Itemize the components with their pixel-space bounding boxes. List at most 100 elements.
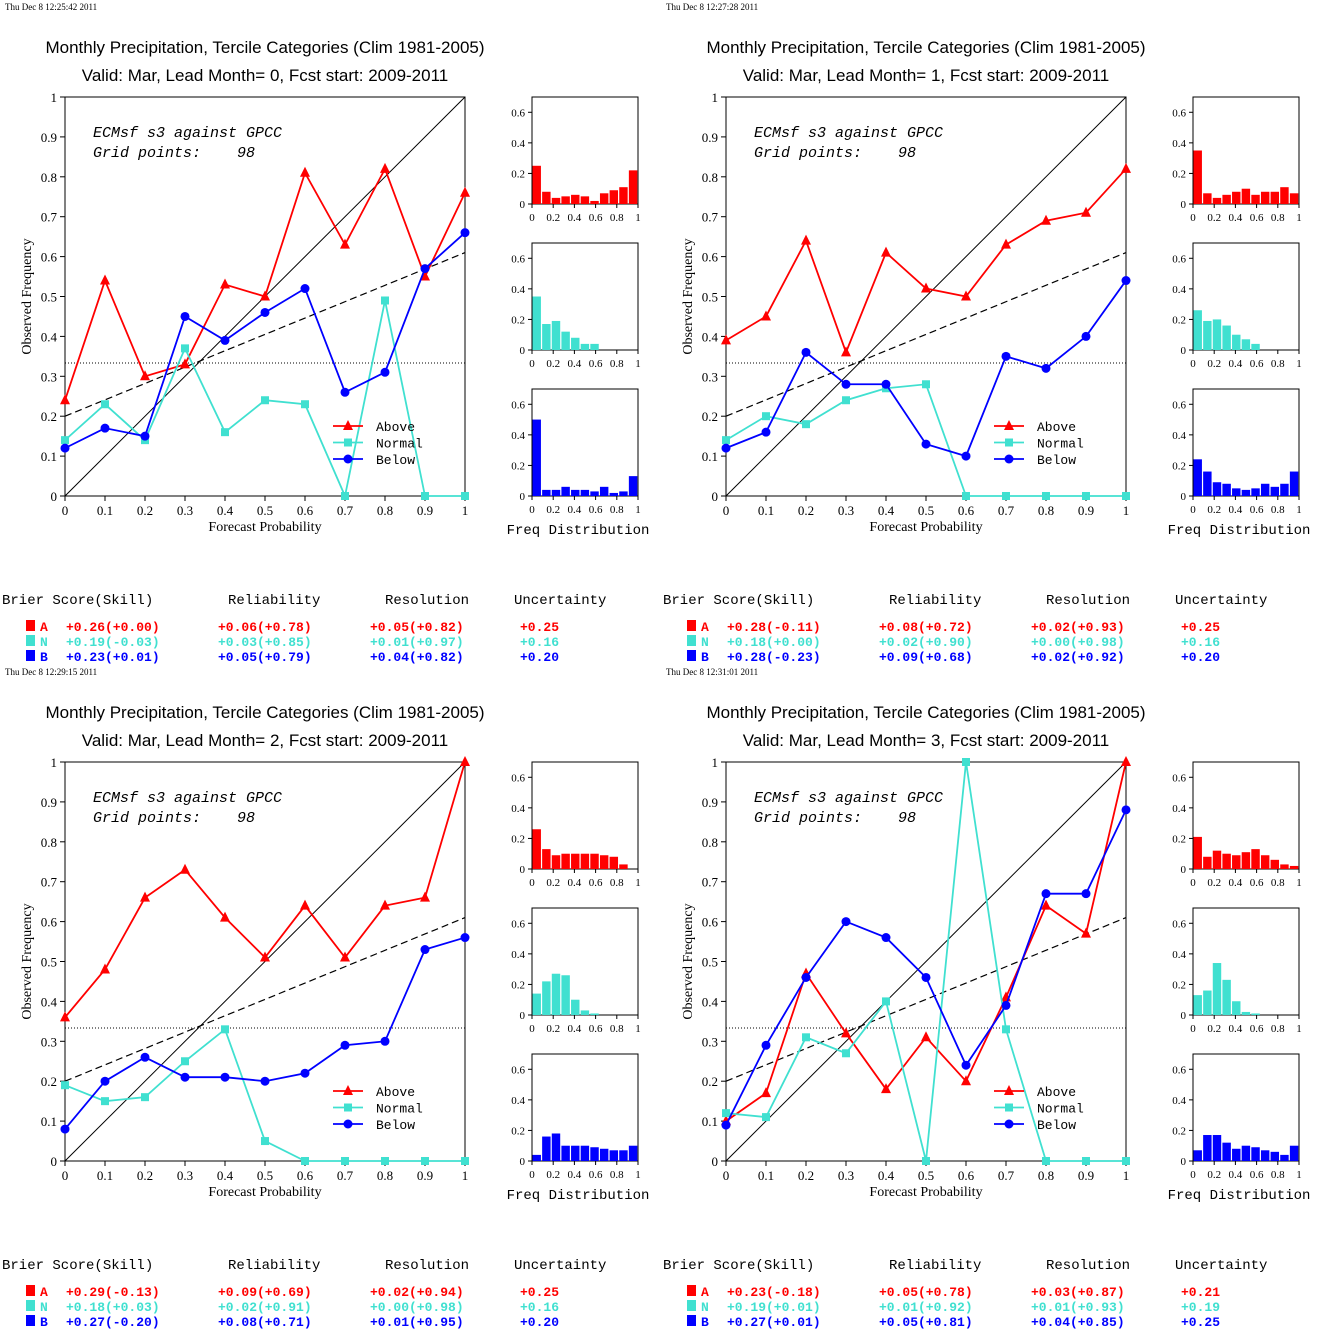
point-below [801,347,811,357]
x-axis-label: Forecast Probability [208,1185,321,1200]
x-tick-label: 0.7 [337,1168,354,1183]
timestamp: Thu Dec 8 12:27:28 2011 [666,2,758,12]
legend-marker [1005,1103,1013,1112]
hist-x-label: 0.6 [1250,1169,1264,1181]
hist-x-label: 0.4 [1229,212,1243,224]
point-above [300,166,310,177]
point-normal [221,428,229,437]
x-tick-label: 0.7 [337,503,354,518]
legend-marker [1004,1085,1014,1095]
hist-bar-B [1280,1154,1289,1161]
legend-label: Above [376,420,415,435]
hist-bar-A [1212,197,1222,204]
y-tick-label: 0.9 [41,130,57,145]
table-header: Resolution [1046,593,1130,609]
y-tick-label: 0.5 [702,955,718,970]
score-cell: +0.01(+0.93) [1031,1300,1125,1315]
table-header: Resolution [1046,1258,1130,1274]
hist-x-label: 0.4 [1229,358,1243,370]
point-normal [221,1025,229,1034]
hist-x-label: 0.4 [568,358,582,370]
x-tick-label: 0 [62,1168,69,1183]
point-below [340,1040,350,1050]
point-normal [762,1113,770,1122]
point-normal [1122,1157,1130,1165]
hist-y-label: 0.2 [1172,168,1186,180]
y-tick-label: 0.3 [702,1034,718,1049]
row-letter: A [40,620,48,635]
score-cell: +0.23(-0.18) [727,1285,821,1300]
hist-bar-B [580,1145,590,1161]
point-below [140,1052,150,1062]
hist-y-label: 0.2 [1172,314,1186,326]
hist-y-label: 0.2 [511,833,525,845]
hist-bar-A [1193,836,1202,869]
hist-bar-B [1241,489,1251,496]
hist-bar-A [542,191,551,204]
point-below [761,1040,771,1050]
x-tick-label: 0.8 [377,503,393,518]
score-cell: +0.05(+0.82) [370,620,464,635]
hist-bar-B [1260,1150,1270,1161]
hist-bar-A [609,190,619,204]
point-above [1121,162,1131,173]
hist-y-label: 0.6 [511,772,525,784]
y-tick-label: 0.1 [702,449,718,464]
hist-y-label: 0.4 [1172,949,1186,961]
hist-bar-B [1222,483,1231,496]
hist-x-label: 0 [1190,877,1196,889]
y-tick-label: 0.2 [41,409,57,424]
hist-x-label: 0.4 [1229,877,1243,889]
point-normal [1002,1025,1010,1034]
point-normal [842,396,850,405]
hist-x-label: 0.8 [610,877,624,889]
hist-bar-N [1232,1001,1241,1015]
x-tick-label: 0.5 [918,503,934,518]
hist-x-label: 1 [1296,358,1302,370]
point-normal [722,1109,730,1118]
y-tick-label: 0.6 [702,250,719,265]
hist-bar-B [1193,1150,1202,1161]
hist-y-label: 0.4 [511,430,525,442]
point-above [340,951,350,962]
chart-subtitle: Valid: Mar, Lead Month= 1, Fcst start: 2… [743,66,1110,85]
row-swatch [687,1300,696,1311]
point-above [961,1075,971,1086]
hist-bar-A [619,187,628,204]
table-header: Resolution [385,1258,469,1274]
legend-marker [343,454,353,464]
hist-y-label: 0 [520,1010,526,1022]
hist-bar-N [1203,990,1212,1015]
point-normal [922,1157,930,1165]
annotation-line1: ECMsf s3 against GPCC [754,790,943,807]
y-tick-label: 0.8 [702,835,718,850]
point-normal [181,344,189,353]
hist-bar-B [1222,1142,1231,1161]
hist-bar-N [561,331,570,350]
x-tick-label: 0.3 [177,1168,193,1183]
point-normal [461,492,469,500]
point-below [220,1072,230,1082]
y-tick-label: 0.7 [41,210,58,225]
hist-y-label: 0.4 [511,803,525,815]
row-swatch [26,1285,35,1296]
x-tick-label: 0.7 [998,503,1015,518]
legend-marker [343,420,353,430]
hist-bar-A [542,849,551,869]
legend-label: Below [1037,453,1076,468]
hist-x-label: 0.2 [1207,1023,1221,1035]
hist-bar-B [590,1147,599,1161]
hist-bar-B [580,489,590,496]
y-tick-label: 0.8 [41,170,57,185]
table-header: Uncertainty [1175,1258,1267,1274]
chart-panel-0: Thu Dec 8 12:25:42 2011 Monthly Precipita… [2,2,649,665]
point-below [220,335,230,345]
legend-marker [1004,454,1014,464]
legend-marker [1004,1119,1014,1129]
hist-y-label: 0.2 [511,979,525,991]
hist-y-label: 0 [520,199,526,211]
x-tick-label: 0.3 [838,503,854,518]
x-tick-label: 0.6 [958,1168,975,1183]
x-tick-label: 0.1 [758,503,774,518]
hist-x-label: 0 [529,877,535,889]
